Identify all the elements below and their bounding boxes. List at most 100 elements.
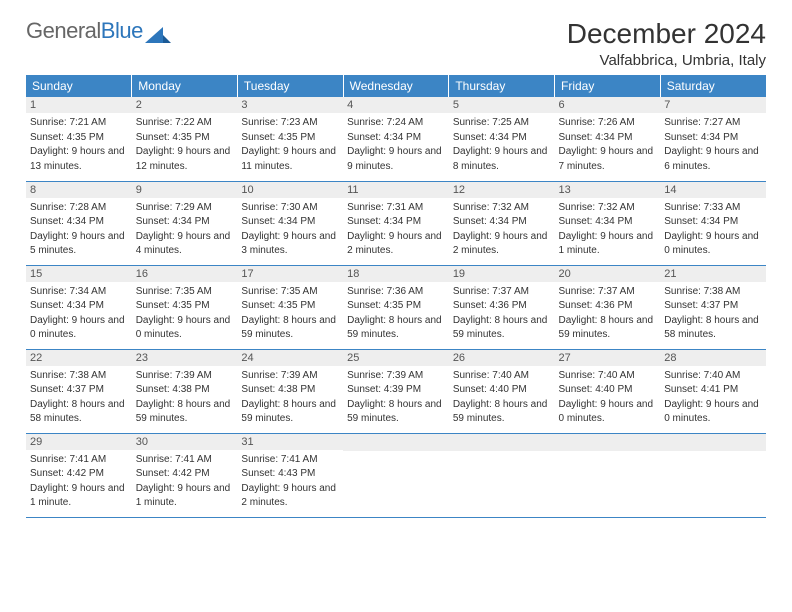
daylight-line: Daylight: 9 hours and 1 minute. <box>30 482 128 511</box>
calendar-week-row: 29Sunrise: 7:41 AMSunset: 4:42 PMDayligh… <box>26 433 766 517</box>
daylight-line: Daylight: 8 hours and 59 minutes. <box>347 314 445 343</box>
sunrise-line: Sunrise: 7:35 AM <box>241 285 339 300</box>
sunset-line: Sunset: 4:42 PM <box>136 467 234 482</box>
day-content: Sunrise: 7:31 AMSunset: 4:34 PMDaylight:… <box>343 198 449 261</box>
sunrise-line: Sunrise: 7:22 AM <box>136 116 234 131</box>
day-number: 15 <box>26 266 132 282</box>
sunrise-line: Sunrise: 7:32 AM <box>453 201 551 216</box>
sunrise-line: Sunrise: 7:39 AM <box>347 369 445 384</box>
sunrise-line: Sunrise: 7:21 AM <box>30 116 128 131</box>
day-number: 24 <box>237 350 343 366</box>
sunrise-line: Sunrise: 7:36 AM <box>347 285 445 300</box>
day-content: Sunrise: 7:26 AMSunset: 4:34 PMDaylight:… <box>555 113 661 176</box>
day-number-empty <box>555 434 661 451</box>
daylight-line: Daylight: 8 hours and 59 minutes. <box>453 314 551 343</box>
day-number-empty <box>449 434 555 451</box>
calendar-week-row: 22Sunrise: 7:38 AMSunset: 4:37 PMDayligh… <box>26 349 766 433</box>
sunrise-line: Sunrise: 7:32 AM <box>559 201 657 216</box>
daylight-line: Daylight: 9 hours and 8 minutes. <box>453 145 551 174</box>
sunset-line: Sunset: 4:35 PM <box>136 131 234 146</box>
sunrise-line: Sunrise: 7:41 AM <box>30 453 128 468</box>
daylight-line: Daylight: 9 hours and 11 minutes. <box>241 145 339 174</box>
sunset-line: Sunset: 4:35 PM <box>136 299 234 314</box>
sunset-line: Sunset: 4:35 PM <box>347 299 445 314</box>
sunrise-line: Sunrise: 7:29 AM <box>136 201 234 216</box>
sunrise-line: Sunrise: 7:26 AM <box>559 116 657 131</box>
calendar-day-cell: 30Sunrise: 7:41 AMSunset: 4:42 PMDayligh… <box>132 433 238 517</box>
day-number: 29 <box>26 434 132 450</box>
day-number: 12 <box>449 182 555 198</box>
daylight-line: Daylight: 8 hours and 58 minutes. <box>30 398 128 427</box>
day-number: 11 <box>343 182 449 198</box>
calendar-week-row: 15Sunrise: 7:34 AMSunset: 4:34 PMDayligh… <box>26 265 766 349</box>
day-content: Sunrise: 7:35 AMSunset: 4:35 PMDaylight:… <box>237 282 343 345</box>
day-content: Sunrise: 7:39 AMSunset: 4:39 PMDaylight:… <box>343 366 449 429</box>
day-content: Sunrise: 7:32 AMSunset: 4:34 PMDaylight:… <box>555 198 661 261</box>
calendar-day-cell: 1Sunrise: 7:21 AMSunset: 4:35 PMDaylight… <box>26 97 132 181</box>
day-content: Sunrise: 7:41 AMSunset: 4:42 PMDaylight:… <box>132 450 238 513</box>
day-content: Sunrise: 7:27 AMSunset: 4:34 PMDaylight:… <box>660 113 766 176</box>
daylight-line: Daylight: 9 hours and 4 minutes. <box>136 230 234 259</box>
day-content: Sunrise: 7:39 AMSunset: 4:38 PMDaylight:… <box>132 366 238 429</box>
day-content: Sunrise: 7:41 AMSunset: 4:43 PMDaylight:… <box>237 450 343 513</box>
sunrise-line: Sunrise: 7:28 AM <box>30 201 128 216</box>
daylight-line: Daylight: 9 hours and 2 minutes. <box>453 230 551 259</box>
day-content: Sunrise: 7:29 AMSunset: 4:34 PMDaylight:… <box>132 198 238 261</box>
weekday-header: Tuesday <box>237 75 343 97</box>
daylight-line: Daylight: 9 hours and 13 minutes. <box>30 145 128 174</box>
day-content: Sunrise: 7:30 AMSunset: 4:34 PMDaylight:… <box>237 198 343 261</box>
logo-text-blue: Blue <box>101 18 143 44</box>
day-content: Sunrise: 7:37 AMSunset: 4:36 PMDaylight:… <box>449 282 555 345</box>
daylight-line: Daylight: 9 hours and 7 minutes. <box>559 145 657 174</box>
day-content-empty <box>343 451 449 511</box>
calendar-day-cell: 22Sunrise: 7:38 AMSunset: 4:37 PMDayligh… <box>26 349 132 433</box>
day-content-empty <box>449 451 555 511</box>
sunrise-line: Sunrise: 7:25 AM <box>453 116 551 131</box>
daylight-line: Daylight: 8 hours and 59 minutes. <box>241 314 339 343</box>
sunset-line: Sunset: 4:34 PM <box>664 215 762 230</box>
calendar-day-cell: 17Sunrise: 7:35 AMSunset: 4:35 PMDayligh… <box>237 265 343 349</box>
calendar-day-cell: 13Sunrise: 7:32 AMSunset: 4:34 PMDayligh… <box>555 181 661 265</box>
daylight-line: Daylight: 8 hours and 59 minutes. <box>136 398 234 427</box>
calendar-day-cell: 19Sunrise: 7:37 AMSunset: 4:36 PMDayligh… <box>449 265 555 349</box>
sunset-line: Sunset: 4:34 PM <box>30 215 128 230</box>
day-number: 14 <box>660 182 766 198</box>
calendar-day-cell: 7Sunrise: 7:27 AMSunset: 4:34 PMDaylight… <box>660 97 766 181</box>
calendar-day-cell: 24Sunrise: 7:39 AMSunset: 4:38 PMDayligh… <box>237 349 343 433</box>
sunset-line: Sunset: 4:34 PM <box>241 215 339 230</box>
calendar-day-cell: 26Sunrise: 7:40 AMSunset: 4:40 PMDayligh… <box>449 349 555 433</box>
page-header: GeneralBlue December 2024 Valfabbrica, U… <box>26 18 766 69</box>
daylight-line: Daylight: 8 hours and 59 minutes. <box>347 398 445 427</box>
sunrise-line: Sunrise: 7:41 AM <box>241 453 339 468</box>
day-content: Sunrise: 7:37 AMSunset: 4:36 PMDaylight:… <box>555 282 661 345</box>
day-number: 6 <box>555 97 661 113</box>
calendar-day-cell: 12Sunrise: 7:32 AMSunset: 4:34 PMDayligh… <box>449 181 555 265</box>
calendar-day-cell <box>555 433 661 517</box>
weekday-header: Sunday <box>26 75 132 97</box>
title-block: December 2024 Valfabbrica, Umbria, Italy <box>567 18 766 69</box>
daylight-line: Daylight: 8 hours and 59 minutes. <box>453 398 551 427</box>
daylight-line: Daylight: 9 hours and 0 minutes. <box>664 398 762 427</box>
day-number: 19 <box>449 266 555 282</box>
day-content: Sunrise: 7:21 AMSunset: 4:35 PMDaylight:… <box>26 113 132 176</box>
day-number: 30 <box>132 434 238 450</box>
sunset-line: Sunset: 4:41 PM <box>664 383 762 398</box>
sunrise-line: Sunrise: 7:33 AM <box>664 201 762 216</box>
sunrise-line: Sunrise: 7:39 AM <box>136 369 234 384</box>
calendar-day-cell: 6Sunrise: 7:26 AMSunset: 4:34 PMDaylight… <box>555 97 661 181</box>
day-number: 8 <box>26 182 132 198</box>
day-content-empty <box>660 451 766 511</box>
calendar-day-cell: 16Sunrise: 7:35 AMSunset: 4:35 PMDayligh… <box>132 265 238 349</box>
sunset-line: Sunset: 4:36 PM <box>453 299 551 314</box>
sunrise-line: Sunrise: 7:31 AM <box>347 201 445 216</box>
calendar-day-cell <box>660 433 766 517</box>
daylight-line: Daylight: 9 hours and 0 minutes. <box>30 314 128 343</box>
weekday-header: Saturday <box>660 75 766 97</box>
daylight-line: Daylight: 9 hours and 1 minute. <box>136 482 234 511</box>
calendar-day-cell: 27Sunrise: 7:40 AMSunset: 4:40 PMDayligh… <box>555 349 661 433</box>
daylight-line: Daylight: 8 hours and 59 minutes. <box>241 398 339 427</box>
day-content: Sunrise: 7:34 AMSunset: 4:34 PMDaylight:… <box>26 282 132 345</box>
day-content: Sunrise: 7:25 AMSunset: 4:34 PMDaylight:… <box>449 113 555 176</box>
calendar-day-cell: 31Sunrise: 7:41 AMSunset: 4:43 PMDayligh… <box>237 433 343 517</box>
calendar-body: 1Sunrise: 7:21 AMSunset: 4:35 PMDaylight… <box>26 97 766 517</box>
